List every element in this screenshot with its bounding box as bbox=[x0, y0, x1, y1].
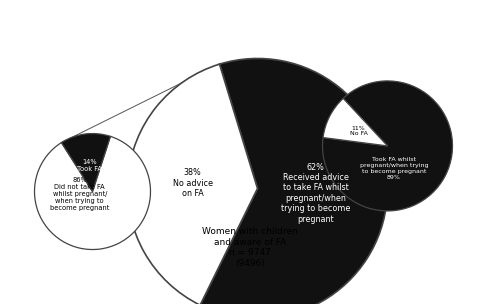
Wedge shape bbox=[322, 81, 452, 211]
Text: 86%
Did not take FA
whilst pregnant/
when trying to
become pregnant: 86% Did not take FA whilst pregnant/ whe… bbox=[50, 178, 110, 211]
Wedge shape bbox=[323, 98, 388, 146]
Text: Women with children
and aware of FA
n = 9747
(9496): Women with children and aware of FA n = … bbox=[202, 227, 298, 268]
Text: 11%
No FA: 11% No FA bbox=[350, 126, 368, 136]
Wedge shape bbox=[34, 136, 150, 250]
Wedge shape bbox=[62, 133, 110, 192]
Text: 62%
Received advice
to take FA whilst
pregnant/when
trying to become
pregnant: 62% Received advice to take FA whilst pr… bbox=[281, 163, 350, 224]
Text: 38%
No advice
on FA: 38% No advice on FA bbox=[172, 168, 212, 198]
Text: 14%
Took FA: 14% Took FA bbox=[77, 159, 102, 172]
Text: Took FA whilst
pregnant/when trying
to become pregnant
89%: Took FA whilst pregnant/when trying to b… bbox=[360, 157, 428, 180]
Wedge shape bbox=[200, 58, 388, 304]
Wedge shape bbox=[128, 64, 258, 304]
